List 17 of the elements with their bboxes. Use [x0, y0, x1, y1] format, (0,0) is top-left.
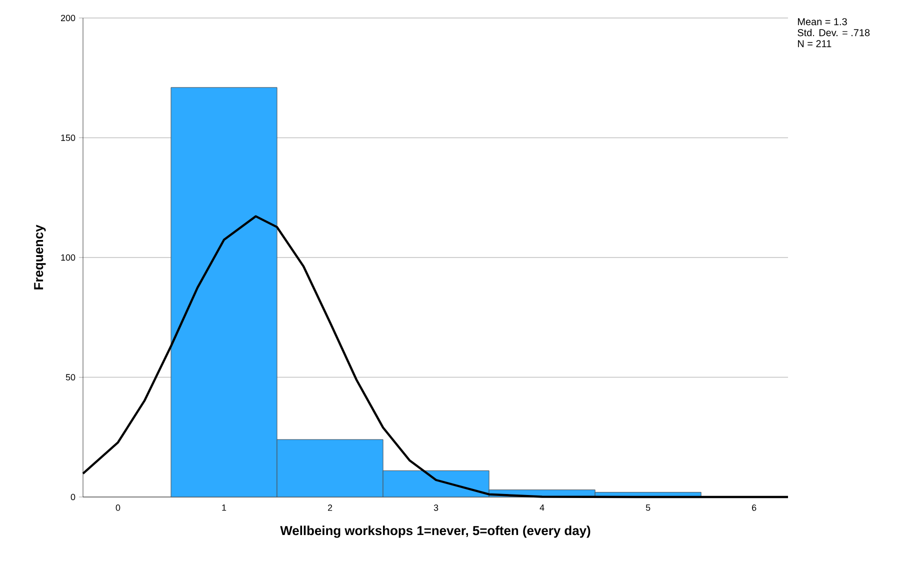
y-tick-label: 50	[66, 374, 76, 380]
x-tick-label: 6	[752, 504, 756, 511]
x-tick-label: 5	[646, 504, 650, 511]
text: N = 211	[798, 40, 832, 48]
y-tick-label: 150	[61, 134, 76, 141]
x-tick-label: 3	[434, 504, 438, 511]
y-axis-title: Frequency	[34, 224, 46, 290]
y-tick-label: 0	[70, 494, 76, 500]
y-tick-label: 100	[61, 254, 76, 261]
text: Mean = 1.3	[798, 18, 847, 26]
x-tick-label: 2	[328, 504, 332, 511]
x-tick-label: 4	[540, 504, 544, 511]
text: Std. Dev. = .718	[798, 28, 870, 36]
x-tick-label: 1	[222, 504, 226, 511]
y-tick-label: 200	[60, 14, 76, 22]
x-tick-label: 0	[116, 504, 120, 511]
x-axis-title: Wellbeing workshops 1=never, 5=often (every day)	[280, 526, 590, 538]
